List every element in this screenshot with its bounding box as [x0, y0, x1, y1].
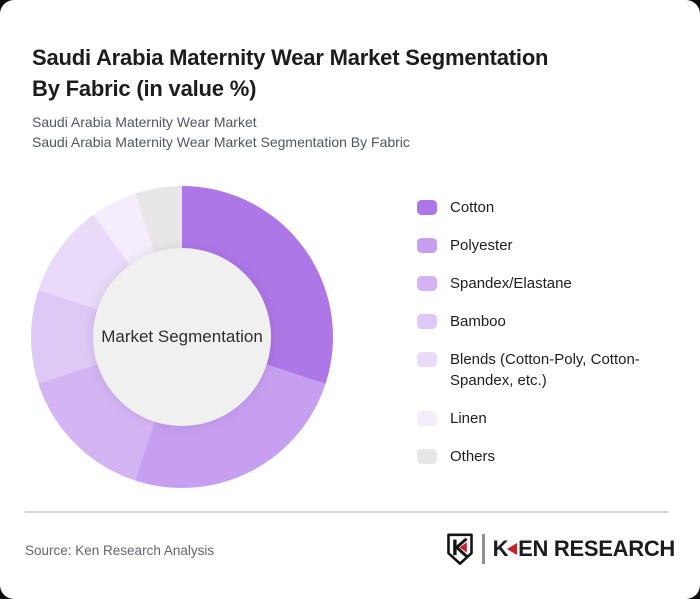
brand-letter-k: K: [492, 536, 509, 561]
legend-swatch: [417, 238, 437, 253]
legend-item: Others: [417, 446, 668, 467]
subtitle-line-2: Saudi Arabia Maternity Wear Market Segme…: [32, 134, 410, 150]
subtitle-line-1: Saudi Arabia Maternity Wear Market: [32, 114, 257, 130]
donut-center: Market Segmentation: [93, 248, 271, 426]
legend-swatch: [417, 449, 437, 464]
legend-swatch: [417, 411, 437, 426]
source-text: Source: Ken Research Analysis: [25, 543, 215, 558]
legend-label: Blends (Cotton-Poly, Cotton-Spandex, etc…: [450, 351, 640, 389]
footer-divider: [25, 511, 668, 513]
donut-chart: Market Segmentation: [31, 186, 333, 488]
legend-item: Blends (Cotton-Poly, Cotton-Spandex, etc…: [417, 349, 668, 391]
legend-label: Others: [450, 448, 496, 465]
chart-subtitle: Saudi Arabia Maternity Wear Market Saudi…: [32, 112, 410, 152]
page-title-line-1: Saudi Arabia Maternity Wear Market Segme…: [32, 44, 549, 70]
ken-research-shield-icon: [447, 533, 473, 565]
brand-wordmark: K EN RESEARCH: [492, 536, 676, 562]
legend-swatch: [417, 352, 437, 367]
legend-label: Cotton: [450, 199, 495, 216]
donut-center-label: Market Segmentation: [101, 327, 263, 346]
legend-swatch: [417, 200, 437, 215]
legend-label: Bamboo: [450, 313, 506, 330]
brand-name-rest: EN RESEARCH: [518, 536, 675, 561]
legend: Cotton Polyester Spandex/Elastane Bamboo…: [417, 197, 668, 484]
legend-item: Bamboo: [417, 311, 668, 332]
legend-item: Linen: [417, 408, 668, 429]
logo-separator: [482, 534, 485, 564]
legend-label: Spandex/Elastane: [450, 275, 572, 292]
ken-research-logo: K EN RESEARCH: [445, 532, 675, 566]
page-title: Saudi Arabia Maternity Wear Market Segme…: [32, 42, 642, 104]
brand-red-triangle-icon: [507, 543, 518, 555]
page-title-line-2: By Fabric (in value %): [32, 75, 257, 101]
legend-item: Spandex/Elastane: [417, 273, 668, 294]
legend-label: Linen: [450, 410, 487, 427]
legend-item: Polyester: [417, 235, 668, 256]
legend-swatch: [417, 276, 437, 291]
legend-label: Polyester: [450, 237, 513, 254]
legend-swatch: [417, 314, 437, 329]
legend-item: Cotton: [417, 197, 668, 218]
